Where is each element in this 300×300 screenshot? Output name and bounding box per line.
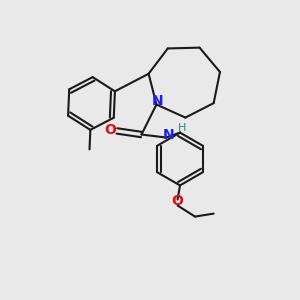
Text: O: O [172,194,184,208]
Text: O: O [104,123,116,137]
Text: N: N [163,128,174,142]
Text: H: H [178,123,186,133]
Text: N: N [152,94,164,108]
